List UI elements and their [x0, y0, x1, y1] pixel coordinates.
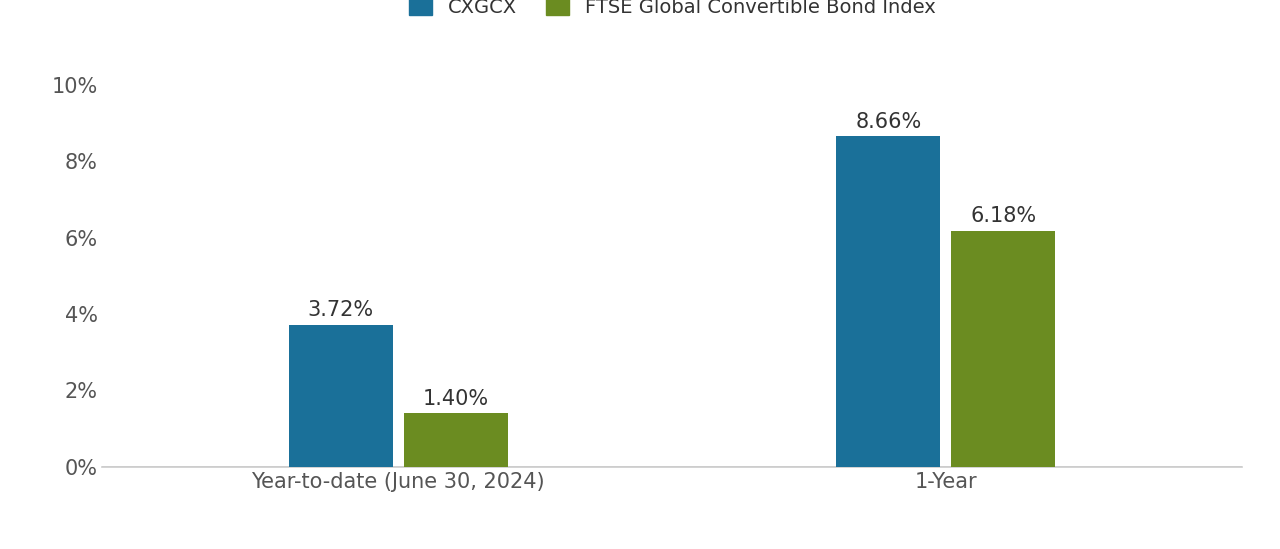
Bar [951, 231, 1056, 467]
Legend: CXGCX, FTSE Global Convertible Bond Index: CXGCX, FTSE Global Convertible Bond Inde… [399, 0, 945, 26]
Text: 1.40%: 1.40% [422, 389, 489, 408]
Text: 6.18%: 6.18% [970, 206, 1037, 226]
Text: 8.66%: 8.66% [855, 111, 922, 132]
Text: 3.72%: 3.72% [307, 300, 374, 320]
Bar [836, 136, 941, 467]
Bar [288, 324, 393, 467]
Bar [403, 413, 508, 467]
